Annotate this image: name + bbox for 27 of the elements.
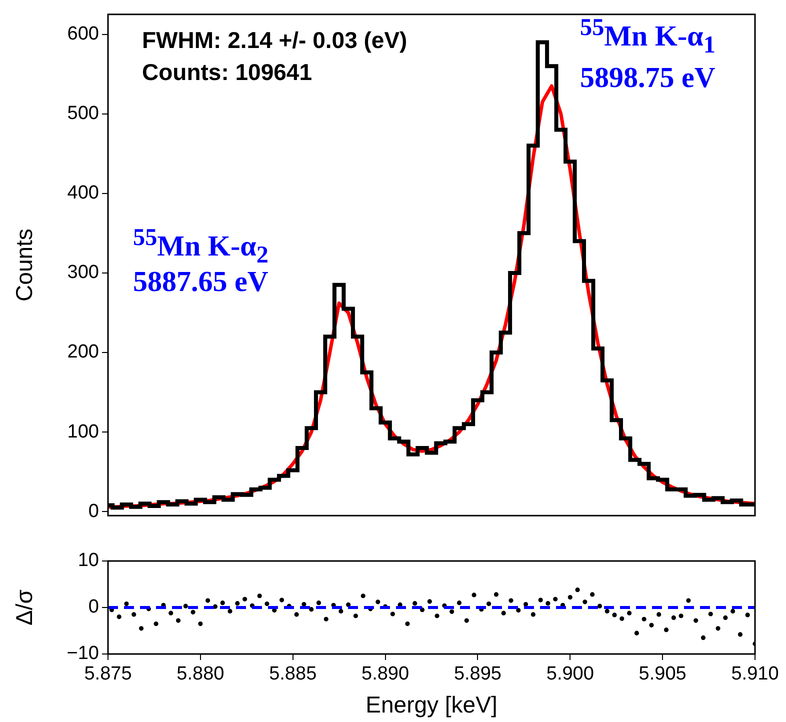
y-tick-label: 0: [88, 596, 99, 618]
x-axis-title: Energy [keV]: [366, 692, 498, 718]
y-tick-label: 10: [78, 550, 99, 572]
y-tick-label: 100: [67, 421, 99, 442]
annotation: Counts: 109641: [142, 59, 312, 86]
x-tick-label: 5.905: [638, 664, 686, 685]
annotation: 5898.75 eV: [580, 62, 716, 95]
x-tick-label: 5.910: [731, 664, 779, 685]
annotation: 5887.65 eV: [133, 266, 268, 299]
y-tick-label: −10: [66, 643, 99, 664]
y-tick-label: 300: [67, 262, 99, 284]
x-tick-label: 5.900: [546, 664, 594, 685]
y-tick-label: 200: [67, 342, 99, 363]
y-axis-title: Counts: [11, 228, 38, 302]
x-tick-label: 5.875: [84, 664, 132, 685]
y-tick-label: 500: [67, 103, 99, 124]
x-tick-label: 5.880: [176, 664, 224, 685]
y-tick-label: 400: [67, 182, 99, 204]
y-tick-label: 600: [67, 24, 99, 45]
x-tick-label: 5.895: [454, 664, 502, 685]
y-axis-title: Δ/σ: [11, 590, 38, 626]
annotation: FWHM: 2.14 +/- 0.03 (eV): [142, 27, 408, 54]
annotation: $^{55}$Mn K-α$_{2}$: [133, 224, 268, 268]
y-tick-label: 0: [88, 500, 99, 522]
x-tick-label: 5.890: [362, 664, 410, 685]
annotation: $^{55}$Mn K-α$_{1}$: [580, 14, 716, 60]
x-tick-label: 5.885: [269, 664, 317, 685]
